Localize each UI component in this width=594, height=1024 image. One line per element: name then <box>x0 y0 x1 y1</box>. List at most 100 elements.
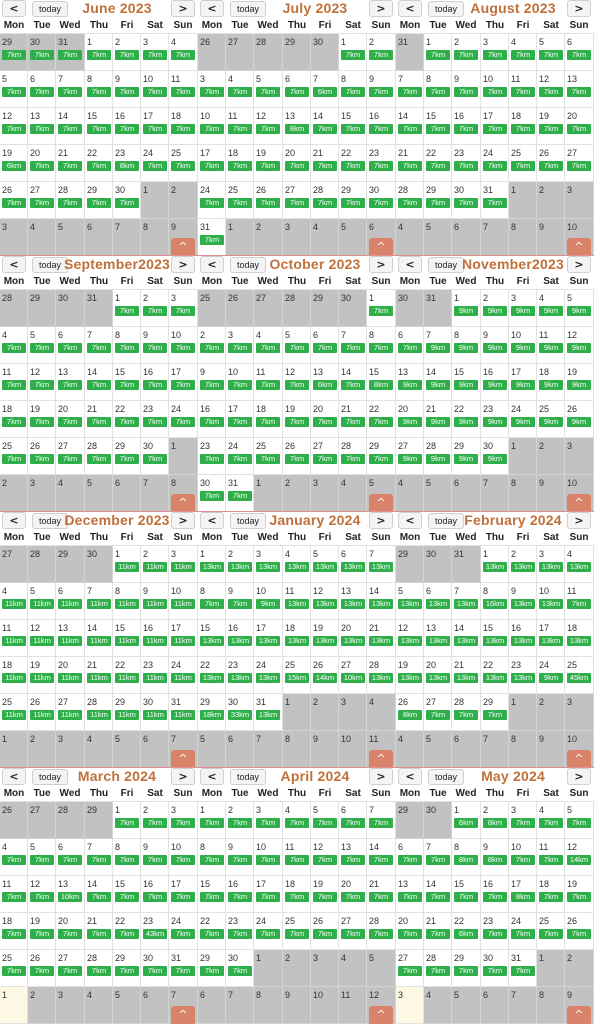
day-cell[interactable]: 4 <box>28 219 56 256</box>
scroll-top-button[interactable]: ^ <box>369 750 393 768</box>
day-cell[interactable]: 15 7km <box>85 108 113 145</box>
day-cell[interactable]: 1 <box>509 182 537 219</box>
day-cell[interactable]: 17 13km <box>254 620 283 657</box>
distance-event[interactable]: 7km <box>369 306 393 316</box>
prev-month-button[interactable]: < <box>398 768 422 785</box>
day-cell[interactable]: 24 7km <box>254 913 283 950</box>
distance-event[interactable]: 7km <box>30 161 54 171</box>
day-cell[interactable]: 15 8km <box>367 364 396 401</box>
day-cell[interactable]: 9 <box>283 987 311 1024</box>
distance-event[interactable]: 7km <box>341 892 365 902</box>
distance-event[interactable]: 7km <box>171 50 195 60</box>
distance-event[interactable]: 9km <box>539 343 563 353</box>
distance-event[interactable]: 7km <box>115 929 139 939</box>
day-cell[interactable]: 26 9km <box>565 401 594 438</box>
day-cell[interactable]: 29 9km <box>452 438 481 475</box>
prev-month-button[interactable]: < <box>200 0 224 17</box>
day-cell[interactable]: 1 6km <box>452 802 481 839</box>
distance-event[interactable]: 7km <box>200 855 224 865</box>
day-cell[interactable]: 7 13km <box>452 583 481 620</box>
day-cell[interactable]: 27 7km <box>311 438 339 475</box>
day-cell[interactable]: 30 11km <box>141 694 169 731</box>
prev-month-button[interactable]: < <box>200 256 224 273</box>
day-cell[interactable]: 22 6km <box>452 913 481 950</box>
distance-event[interactable]: 7km <box>143 87 167 97</box>
distance-event[interactable]: 6km <box>454 818 478 828</box>
scroll-top-button[interactable]: ^ <box>567 750 591 768</box>
distance-event[interactable]: 7km <box>2 855 26 865</box>
day-cell[interactable]: 12 13km <box>311 583 339 620</box>
day-cell[interactable]: 3 <box>311 950 339 987</box>
distance-event[interactable]: 10km <box>341 673 365 683</box>
distance-event[interactable]: 7km <box>341 161 365 171</box>
day-cell[interactable]: 13 11km <box>56 620 85 657</box>
distance-event[interactable]: 7km <box>200 966 224 976</box>
distance-event[interactable]: 9km <box>483 380 507 390</box>
distance-event[interactable]: 7km <box>143 306 167 316</box>
day-cell[interactable]: 23 7km <box>452 145 481 182</box>
distance-event[interactable]: 13km <box>200 636 224 646</box>
distance-event[interactable]: 7km <box>313 124 337 134</box>
day-cell[interactable]: 2 8km <box>481 802 509 839</box>
day-cell[interactable]: 26 7km <box>565 913 594 950</box>
distance-event[interactable]: 7km <box>426 892 450 902</box>
day-cell[interactable]: 5 <box>113 987 141 1024</box>
distance-event[interactable]: 13km <box>426 636 450 646</box>
today-button[interactable]: today <box>230 257 266 273</box>
day-cell[interactable]: 7 <box>509 987 537 1024</box>
distance-event[interactable]: 7km <box>426 929 450 939</box>
day-cell[interactable]: 17 8km <box>509 876 537 913</box>
day-cell[interactable]: 6 <box>452 731 481 768</box>
day-cell[interactable]: 22 7km <box>367 401 396 438</box>
distance-event[interactable]: 7km <box>426 87 450 97</box>
day-cell[interactable]: 24 7km <box>169 913 198 950</box>
distance-event[interactable]: 9km <box>511 306 535 316</box>
distance-event[interactable]: 13km <box>285 599 309 609</box>
distance-event[interactable]: 13km <box>567 636 591 646</box>
day-cell[interactable]: 28 7km <box>396 182 424 219</box>
day-cell[interactable]: 5 7km <box>254 71 283 108</box>
day-cell[interactable]: 5 <box>452 987 481 1024</box>
day-cell[interactable]: 23 13km <box>509 657 537 694</box>
day-cell[interactable]: 18 7km <box>537 876 565 913</box>
day-cell[interactable]: 25 11km <box>0 694 28 731</box>
distance-event[interactable]: 7km <box>511 818 535 828</box>
distance-event[interactable]: 7km <box>30 380 54 390</box>
day-cell[interactable]: 25 7km <box>509 145 537 182</box>
day-cell[interactable]: 31 11km <box>169 694 198 731</box>
distance-event[interactable]: 7km <box>228 161 252 171</box>
distance-event[interactable]: 7km <box>256 929 280 939</box>
day-cell[interactable]: 12 7km <box>537 71 565 108</box>
distance-event[interactable]: 7km <box>454 966 478 976</box>
distance-event[interactable]: 7km <box>200 87 224 97</box>
day-cell[interactable]: 26 7km <box>28 438 56 475</box>
distance-event[interactable]: 13km <box>256 562 280 572</box>
day-cell[interactable]: 2 <box>283 475 311 512</box>
day-cell[interactable]: 12 14km <box>565 839 594 876</box>
day-cell[interactable]: 3 7km <box>226 327 254 364</box>
distance-event[interactable]: 7km <box>567 599 591 609</box>
prev-month-button[interactable]: < <box>200 768 224 785</box>
day-cell[interactable]: 28 7km <box>424 950 452 987</box>
day-cell[interactable]: 4 <box>396 731 424 768</box>
day-cell[interactable]: 10 7km <box>169 327 198 364</box>
distance-event[interactable]: 7km <box>369 343 393 353</box>
distance-event[interactable]: 13km <box>369 562 393 572</box>
day-cell[interactable]: 29 7km <box>339 182 367 219</box>
day-cell[interactable]: 11 9km <box>537 327 565 364</box>
day-cell[interactable]: 29 7km <box>481 694 509 731</box>
day-cell[interactable]: 20 7km <box>339 876 367 913</box>
distance-event[interactable]: 9km <box>256 599 280 609</box>
day-cell[interactable]: 14 13km <box>367 583 396 620</box>
distance-event[interactable]: 13km <box>567 562 591 572</box>
distance-event[interactable]: 7km <box>341 124 365 134</box>
day-cell[interactable]: 11 7km <box>169 71 198 108</box>
day-cell[interactable]: 2 <box>311 694 339 731</box>
day-cell[interactable]: 29 7km <box>85 182 113 219</box>
day-cell[interactable]: 5 7km <box>28 839 56 876</box>
day-cell[interactable]: 12 13km <box>396 620 424 657</box>
prev-month-button[interactable]: < <box>2 0 26 17</box>
distance-event[interactable]: 7km <box>58 343 82 353</box>
distance-event[interactable]: 7km <box>426 966 450 976</box>
distance-event[interactable]: 7km <box>58 198 82 208</box>
